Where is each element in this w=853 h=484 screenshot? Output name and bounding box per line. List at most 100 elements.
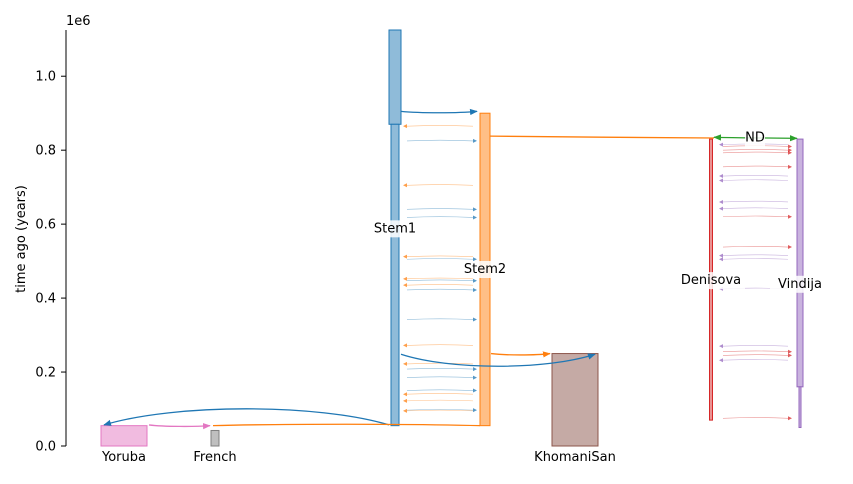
pulse-arrowhead (719, 206, 723, 211)
pulse-arrow (406, 208, 474, 210)
pulse-arrow (406, 288, 474, 291)
pulse-arrow (406, 409, 474, 412)
lineage-line (489, 135, 715, 139)
pulse-arrowhead (719, 358, 723, 363)
y-tick-label: 0.4 (35, 292, 56, 307)
lineage-line (400, 353, 596, 367)
pulse-arrow (722, 175, 789, 177)
pulse-arrowhead (473, 317, 477, 322)
pulse-arrowhead (788, 148, 792, 153)
pulse-arrow (406, 393, 474, 395)
pulse-arrow (406, 344, 474, 346)
pulse-arrow (406, 376, 474, 378)
pulse-arrowhead (473, 408, 477, 413)
pulse-arrow (406, 216, 474, 218)
pulse-arrow (406, 184, 474, 186)
pulse-arrow (722, 354, 789, 356)
deme-label-khomanisan: KhomaniSan (534, 450, 616, 465)
pulse-arrowhead (719, 344, 723, 349)
pulse-arrow (722, 207, 789, 209)
pulse-arrowhead (403, 276, 407, 281)
pulse-arrow (406, 255, 474, 257)
pulse-arrow (722, 359, 789, 361)
deme-epoch-vindija (798, 386, 802, 429)
deme-label-background (745, 129, 765, 147)
deme-label-denisova: Denisova (681, 273, 741, 288)
pulse-arrow (406, 125, 474, 127)
lineage-line (103, 408, 390, 426)
pulse-arrowhead (473, 207, 477, 212)
pulse-arrowhead (473, 257, 477, 262)
pulse-arrowhead (788, 214, 792, 219)
pulse-arrow (722, 200, 789, 203)
pulse-arrowhead (719, 199, 723, 204)
lineage-line (490, 351, 551, 358)
y-tick-label: 1.0 (35, 70, 56, 85)
pulse-arrow (722, 165, 789, 168)
lineage-line (212, 423, 481, 427)
pulse-arrow (722, 254, 789, 256)
pulse-arrowhead (473, 215, 477, 220)
deme-epoch-khomanisan (551, 353, 599, 447)
pulse-arrow (406, 139, 474, 142)
deme-epoch-french (210, 429, 220, 447)
deme-label-background (677, 272, 745, 290)
pulse-arrow (722, 215, 789, 218)
pulse-arrow (406, 399, 474, 402)
deme-epoch-vindija (796, 138, 804, 388)
deme-epoch-stem1 (390, 123, 400, 427)
y-tick-label: 0.2 (35, 366, 56, 381)
pulse-arrow (406, 258, 474, 260)
pulse-arrow (406, 284, 474, 286)
pulse-arrow (722, 246, 789, 248)
pulse-arrow (722, 258, 789, 260)
deme-label-background (373, 220, 417, 238)
pulse-arrow (722, 417, 789, 419)
pulse-arrowhead (403, 254, 407, 259)
pulse-arrowhead (403, 283, 407, 288)
pulse-arrow (722, 151, 789, 154)
y-axis-offset-label: 1e6 (66, 14, 91, 29)
pulse-arrowhead (719, 257, 723, 262)
pulse-arrowhead (403, 398, 407, 403)
lineage-layer (103, 108, 798, 430)
pulse-arrowhead (403, 124, 407, 129)
pulse-arrow (722, 350, 789, 353)
pulse-arrowhead (788, 164, 792, 169)
pulse-arrowhead (788, 353, 792, 358)
pulse-layer (403, 124, 792, 421)
pulse-arrow (722, 345, 789, 347)
pulse-arrowhead (719, 178, 723, 183)
pulse-arrowhead (403, 183, 407, 188)
deme-label-background (770, 275, 830, 293)
deme-label-vindija: Vindija (778, 277, 822, 292)
pulse-arrowhead (719, 253, 723, 258)
y-tick-label: 0.6 (35, 218, 56, 233)
pulse-arrow (406, 368, 474, 370)
pulse-arrowhead (473, 388, 477, 393)
pulse-arrow (406, 389, 474, 391)
pulse-arrow (406, 279, 474, 282)
pulse-arrowhead (473, 278, 477, 283)
pulse-arrowhead (788, 144, 792, 149)
deme-label-stem2: Stem2 (464, 262, 506, 277)
y-tick-label: 0.0 (35, 440, 56, 455)
deme-label-french: French (193, 450, 236, 465)
pulse-arrowhead (403, 408, 407, 413)
deme-label-stem1: Stem1 (374, 221, 416, 236)
deme-label-background (463, 261, 507, 279)
deme-epoch-stem1 (388, 29, 402, 125)
pulse-arrowhead (719, 142, 723, 147)
pulse-arrowhead (403, 361, 407, 366)
pulse-arrow (406, 318, 474, 320)
pulse-arrowhead (403, 392, 407, 397)
pulse-arrowhead (719, 174, 723, 179)
y-axis: 0.0 0.2 0.4 0.6 0.8 1.0 (35, 30, 67, 455)
pulse-arrowhead (788, 416, 792, 421)
y-tick-label: 0.8 (35, 144, 56, 159)
pulse-arrow (722, 179, 789, 181)
y-axis-label: time ago (years) (14, 185, 29, 293)
pulse-arrowhead (788, 349, 792, 354)
